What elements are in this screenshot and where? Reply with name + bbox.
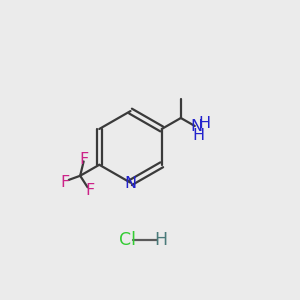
- Text: H: H: [199, 116, 211, 131]
- Text: Cl: Cl: [118, 231, 136, 249]
- Text: F: F: [85, 183, 94, 198]
- Text: H: H: [192, 128, 204, 143]
- Text: F: F: [60, 175, 70, 190]
- Text: H: H: [154, 231, 167, 249]
- Text: N: N: [190, 119, 202, 134]
- Text: N: N: [124, 176, 136, 190]
- Text: F: F: [79, 152, 88, 166]
